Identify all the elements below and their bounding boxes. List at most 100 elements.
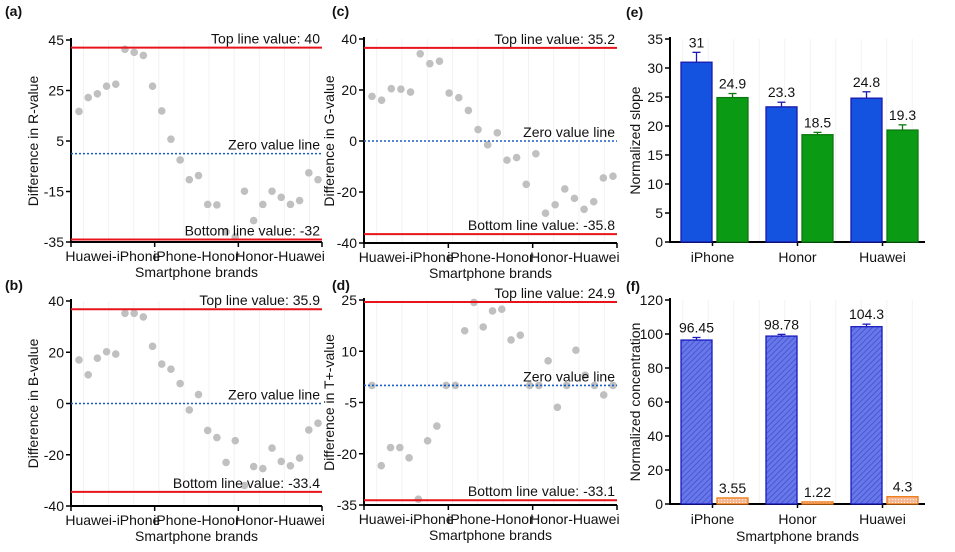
data-point — [580, 205, 588, 214]
y-tick-label: 30 — [647, 60, 663, 76]
y-tick-label: -20 — [337, 184, 357, 200]
bar-blue — [680, 61, 713, 243]
grid — [83, 40, 310, 242]
data-label: 24.8 — [853, 74, 880, 90]
data-point — [460, 326, 469, 335]
x-axis-label: Smartphone brands — [135, 264, 258, 280]
data-point — [213, 201, 221, 209]
data-point — [599, 391, 608, 399]
data-label: 1.22 — [804, 484, 831, 500]
panel-f: (f) 0 20 40 60 80 100 120 Normalized concentrati… — [626, 278, 925, 544]
data-point — [433, 422, 441, 430]
bar-blue — [850, 97, 883, 243]
y-tick-label: -20 — [44, 447, 64, 463]
y-tick-label: 100 — [640, 326, 664, 342]
data-point — [522, 180, 531, 189]
bottom-line-label: Bottom line value: -32 — [185, 222, 321, 238]
bar-dotted-orange — [886, 496, 919, 505]
data-point — [589, 197, 598, 206]
y-tick-label: 20 — [647, 462, 663, 478]
data-point — [176, 156, 184, 164]
y-tick-label: 20 — [48, 344, 64, 360]
x-axis-label: Smartphone brands — [429, 265, 552, 281]
top-line-label: Top line value: 35.2 — [494, 31, 615, 47]
data-label: 104.3 — [849, 306, 884, 322]
data-point — [414, 495, 423, 503]
data-point — [176, 379, 184, 388]
data-point — [259, 464, 267, 473]
y-tick-label: 0 — [655, 234, 663, 250]
y-tick-label: -40 — [337, 235, 357, 251]
data-point — [464, 106, 473, 115]
bar-hatched-blue — [765, 335, 798, 505]
data-point — [503, 156, 511, 164]
bar-green — [801, 134, 834, 243]
data-point — [488, 307, 497, 315]
data-point — [474, 125, 482, 134]
panel-label: (c) — [332, 3, 349, 19]
data-point — [454, 93, 463, 102]
y-tick-label: -20 — [337, 446, 357, 462]
panel-d: (d)25 10 -5 -20 -35 Difference in T+-value Hua… — [321, 277, 620, 543]
data-point — [286, 200, 295, 209]
data-point — [314, 419, 322, 428]
data-point — [497, 305, 506, 314]
data-point — [249, 216, 258, 225]
x-axis-label: Smartphone brands — [135, 528, 258, 544]
data-point — [268, 444, 276, 452]
data-point — [157, 360, 166, 368]
x-tick-label: Huawei-iPhone — [359, 249, 454, 265]
data-point — [314, 175, 322, 184]
data-point — [387, 84, 396, 93]
y-tick-label: 5 — [56, 133, 64, 149]
top-line-label: Top line value: 40 — [211, 31, 320, 47]
data-point — [483, 141, 492, 149]
x-tick-label: Honor — [778, 511, 816, 527]
data-point — [435, 57, 444, 65]
data-point — [157, 107, 166, 115]
data-point — [386, 443, 395, 452]
data-point — [295, 454, 304, 462]
data-point — [75, 107, 83, 116]
y-tick-label: -5 — [345, 395, 358, 411]
y-tick-label: -15 — [44, 184, 64, 200]
x-tick-label: Huawei-iPhone — [65, 512, 160, 528]
y-tick-label: 40 — [341, 31, 357, 47]
y-tick-label: 5 — [655, 205, 663, 221]
x-tick-label: iPhone-Honor — [153, 248, 240, 264]
x-tick-label: Huawei — [859, 511, 906, 527]
data-point — [93, 354, 102, 362]
data-point — [240, 481, 249, 490]
data-point — [222, 228, 230, 236]
x-tick-label: Honor-Huawei — [530, 511, 619, 527]
panel-label: (f) — [626, 278, 640, 294]
x-axis-label: Smartphone brands — [736, 528, 859, 544]
y-tick-label: 0 — [349, 133, 357, 149]
data-point — [368, 92, 376, 101]
zero-line-label: Zero value line — [523, 368, 615, 384]
y-tick-label: 80 — [647, 360, 663, 376]
zero-line-label: Zero value line — [228, 137, 320, 153]
y-axis-label: Difference in G-value — [321, 75, 337, 206]
data-point — [121, 309, 129, 318]
x-tick-label: Huawei-iPhone — [359, 511, 454, 527]
zero-line-label: Zero value line — [523, 124, 615, 140]
data-point — [581, 371, 589, 379]
bottom-line-label: Bottom line value: -35.8 — [468, 217, 615, 233]
grid — [376, 39, 605, 243]
data-point — [405, 454, 413, 462]
data-point — [377, 461, 386, 470]
data-point — [561, 185, 569, 193]
data-point — [451, 381, 460, 390]
data-point — [148, 342, 157, 351]
y-tick-label: 45 — [48, 32, 64, 48]
data-point — [544, 357, 552, 365]
y-tick-label: 15 — [647, 147, 663, 163]
bar-dotted-orange — [801, 501, 834, 505]
panel-label: (e) — [626, 4, 643, 20]
y-tick-label: 120 — [640, 292, 664, 308]
data-point — [231, 436, 240, 445]
data-point — [590, 381, 599, 390]
bar-hatched-blue — [850, 326, 883, 505]
y-tick-label: 35 — [647, 31, 663, 47]
